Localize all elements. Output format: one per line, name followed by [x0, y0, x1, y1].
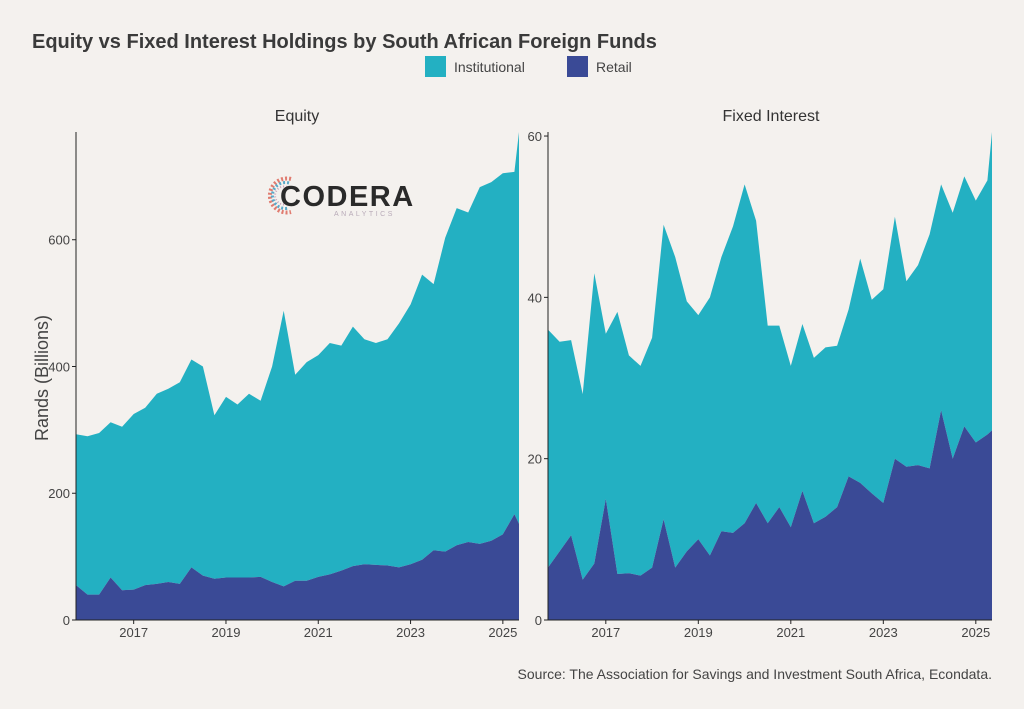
retail-area — [76, 514, 519, 620]
x-tick-label: 2019 — [212, 625, 241, 640]
codera-logo-mark-icon — [267, 176, 292, 215]
retail-area — [548, 410, 992, 620]
x-tick-label: 2017 — [119, 625, 148, 640]
x-tick-label: 2023 — [396, 625, 425, 640]
source-note: Source: The Association for Savings and … — [518, 666, 992, 682]
equity-panel: 0 200 400 600 2017 2019 2021 2023 2025 — [48, 132, 519, 640]
legend-label-institutional: Institutional — [454, 59, 525, 75]
institutional-area — [76, 132, 519, 595]
y-tick-label: 600 — [48, 233, 70, 248]
fixed-interest-panel: 0 20 40 60 2017 2019 2021 2023 2025 — [528, 129, 992, 640]
y-tick-label: 60 — [528, 129, 542, 144]
x-tick-label: 2021 — [776, 625, 805, 640]
y-tick-label: 20 — [528, 452, 542, 467]
x-tick-label: 2025 — [488, 625, 517, 640]
y-tick-label: 0 — [63, 613, 70, 628]
codera-logo-wordmark: CODERA — [280, 181, 415, 213]
legend: Institutional Retail — [425, 56, 632, 77]
institutional-area — [548, 132, 992, 580]
codera-logo: CODERA ANALYTICS — [267, 176, 415, 218]
legend-swatch-institutional — [425, 56, 446, 77]
x-tick-label: 2021 — [304, 625, 333, 640]
codera-logo-subtitle: ANALYTICS — [334, 211, 395, 218]
panel-title-equity: Equity — [275, 108, 319, 125]
y-tick-label: 0 — [535, 613, 542, 628]
y-tick-label: 200 — [48, 486, 70, 501]
y-tick-label: 40 — [528, 290, 542, 305]
x-tick-label: 2023 — [869, 625, 898, 640]
y-tick-label: 400 — [48, 359, 70, 374]
x-tick-label: 2025 — [961, 625, 990, 640]
x-tick-label: 2017 — [591, 625, 620, 640]
panel-title-fixed-interest: Fixed Interest — [723, 108, 820, 125]
legend-label-retail: Retail — [596, 59, 632, 75]
chart-title: Equity vs Fixed Interest Holdings by Sou… — [32, 31, 657, 53]
legend-swatch-retail — [567, 56, 588, 77]
x-tick-label: 2019 — [684, 625, 713, 640]
y-axis-label: Rands (Billions) — [32, 315, 52, 441]
